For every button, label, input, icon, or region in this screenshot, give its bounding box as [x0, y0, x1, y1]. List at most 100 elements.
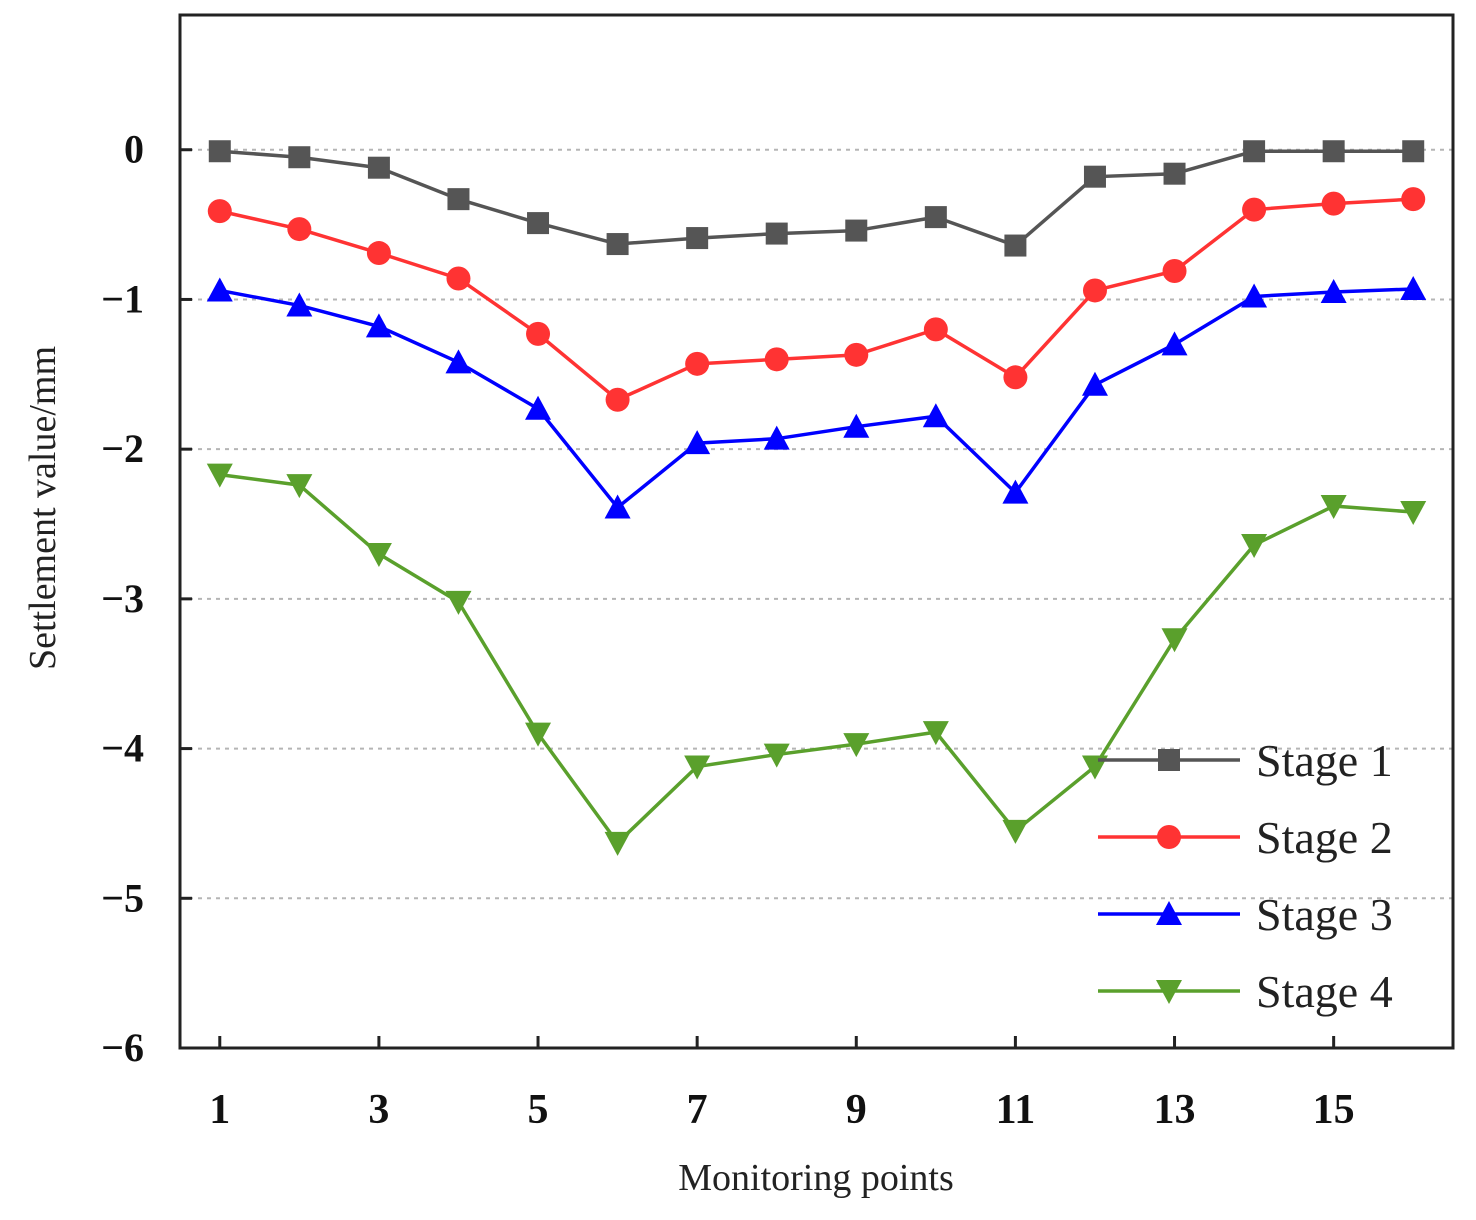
- legend: Stage 1 Stage 2 Stage 3 Stage 4: [1098, 735, 1393, 1017]
- data-point: [684, 430, 711, 455]
- data-point: [1002, 819, 1029, 844]
- data-point: [1401, 187, 1426, 212]
- data-point: [1400, 501, 1427, 526]
- data-point: [922, 403, 949, 428]
- data-point: [1163, 162, 1186, 185]
- x-tick-label: 5: [528, 1087, 549, 1133]
- x-tick-label: 3: [368, 1087, 389, 1133]
- data-point: [1402, 140, 1425, 163]
- series-1: [208, 140, 1425, 257]
- data-point: [922, 721, 949, 746]
- data-point: [286, 474, 313, 499]
- data-point: [446, 266, 471, 291]
- data-point: [1321, 191, 1346, 216]
- data-point: [447, 188, 470, 211]
- data-point: [1322, 140, 1345, 163]
- data-point: [287, 217, 312, 242]
- data-point: [525, 395, 552, 420]
- y-tick-label: −6: [101, 1025, 144, 1070]
- x-axis-ticks: 1 3 5 7 9 11 13 15: [209, 1036, 1355, 1133]
- legend-item-2: Stage 2: [1098, 812, 1393, 863]
- x-tick-label: 1: [209, 1087, 230, 1133]
- data-point: [1081, 371, 1108, 396]
- data-point: [365, 542, 392, 567]
- legend-swatch-marker: [1156, 901, 1182, 925]
- y-tick-label: −2: [101, 426, 144, 471]
- legend-label: Stage 1: [1256, 735, 1393, 786]
- data-point: [1242, 197, 1267, 222]
- legend-swatch-marker: [1156, 980, 1182, 1004]
- data-point: [1082, 278, 1107, 303]
- data-point: [365, 313, 392, 338]
- x-tick-label: 13: [1154, 1087, 1196, 1133]
- y-tick-label: −3: [101, 576, 144, 621]
- series-2: [207, 187, 1426, 412]
- data-point: [1241, 283, 1268, 308]
- data-point: [765, 222, 788, 245]
- legend-label: Stage 3: [1256, 889, 1393, 940]
- y-tick-label: −4: [101, 726, 144, 771]
- data-point: [445, 349, 472, 374]
- data-point: [686, 227, 709, 250]
- data-point: [286, 292, 313, 317]
- data-series: [206, 140, 1427, 856]
- series-line: [219, 287, 1414, 510]
- series-line: [219, 149, 1414, 248]
- x-tick-label: 9: [846, 1087, 867, 1133]
- y-axis-title: Settlement value/mm: [22, 346, 64, 670]
- data-point: [288, 146, 311, 169]
- series-line: [219, 472, 1414, 845]
- data-point: [445, 590, 472, 615]
- data-point: [1320, 495, 1347, 520]
- data-point: [366, 241, 391, 266]
- data-point: [1083, 165, 1106, 188]
- data-point: [206, 277, 233, 302]
- data-point: [924, 206, 947, 229]
- legend-item-4: Stage 4: [1098, 966, 1393, 1017]
- data-point: [525, 722, 552, 747]
- y-tick-label: −1: [101, 276, 144, 321]
- data-point: [763, 743, 790, 768]
- data-point: [1400, 275, 1427, 300]
- legend-label: Stage 4: [1256, 966, 1393, 1017]
- x-axis-title: Monitoring points: [678, 1157, 954, 1199]
- legend-item-1: Stage 1: [1098, 735, 1393, 786]
- data-point: [1002, 479, 1029, 504]
- y-axis-ticks: 0 −1 −2 −3 −4 −5 −6: [101, 127, 192, 1070]
- data-point: [1161, 331, 1188, 356]
- data-point: [526, 321, 551, 346]
- data-point: [844, 342, 869, 367]
- data-point: [1162, 259, 1187, 284]
- data-point: [206, 463, 233, 488]
- y-tick-label: −5: [101, 875, 144, 920]
- legend-label: Stage 2: [1256, 812, 1393, 863]
- x-tick-label: 7: [687, 1087, 708, 1133]
- series-4: [206, 463, 1427, 856]
- data-point: [367, 156, 390, 179]
- data-point: [604, 494, 631, 519]
- data-point: [845, 219, 868, 242]
- legend-item-3: Stage 3: [1098, 889, 1393, 940]
- data-point: [1243, 140, 1266, 163]
- data-point: [1004, 234, 1027, 257]
- data-point: [763, 425, 790, 450]
- data-point: [685, 351, 710, 376]
- data-point: [1003, 365, 1028, 390]
- data-point: [1161, 628, 1188, 653]
- y-tick-label: 0: [124, 127, 144, 172]
- data-point: [527, 212, 550, 235]
- plot-area-frame: [178, 13, 1455, 1050]
- data-point: [604, 831, 631, 856]
- x-tick-label: 15: [1313, 1087, 1355, 1133]
- legend-swatch-marker: [1157, 825, 1181, 849]
- data-point: [208, 140, 231, 163]
- series-line: [219, 197, 1414, 402]
- data-point: [207, 199, 232, 224]
- data-point: [1241, 533, 1268, 558]
- data-point: [606, 233, 629, 256]
- data-point: [684, 755, 711, 780]
- data-point: [843, 413, 870, 438]
- x-tick-label: 11: [996, 1087, 1036, 1133]
- data-point: [843, 733, 870, 758]
